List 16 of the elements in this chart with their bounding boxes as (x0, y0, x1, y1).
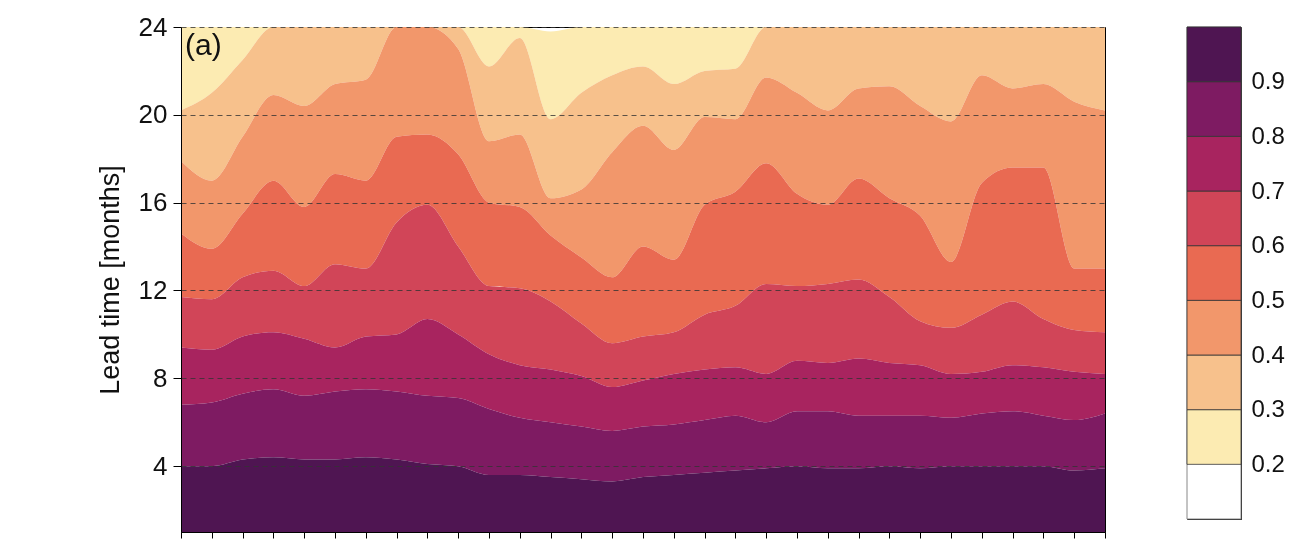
y-tick-label: 16 (138, 187, 168, 218)
y-tick-label: 8 (153, 362, 168, 393)
y-tick-label: 4 (153, 450, 168, 481)
color-bar-label: 0.2 (1251, 449, 1285, 477)
y-tick-label: 20 (138, 99, 168, 130)
color-bar-label: 0.5 (1251, 285, 1285, 313)
annotation: (a) (185, 28, 222, 61)
color-bar-label: 0.9 (1251, 67, 1285, 95)
y-tick-label: 24 (138, 11, 168, 42)
color-bar-label: 0.4 (1251, 340, 1285, 368)
y-tick-label: 12 (138, 274, 168, 305)
color-bar-label: 0.8 (1251, 121, 1285, 149)
color-bar-label: 0.3 (1251, 395, 1285, 423)
color-bar-label: 0.7 (1251, 176, 1285, 204)
y-axis-title: Lead time [months] (94, 165, 125, 395)
color-bar-label: 0.6 (1251, 231, 1285, 259)
